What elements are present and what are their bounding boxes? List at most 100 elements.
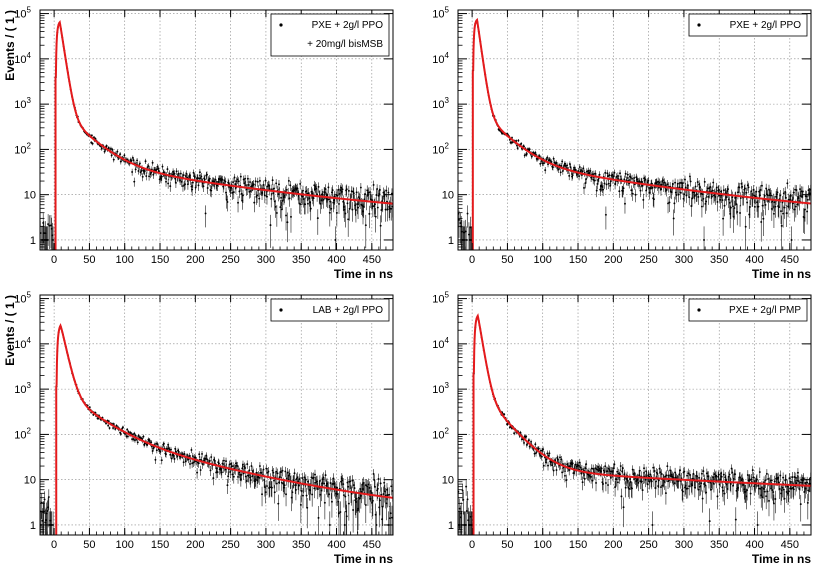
data-point — [275, 482, 278, 485]
data-point — [548, 452, 551, 455]
x-tick-label: 100 — [534, 254, 552, 266]
data-point — [701, 497, 704, 500]
data-point — [208, 459, 211, 462]
data-point — [620, 178, 623, 181]
data-point — [697, 488, 700, 491]
data-point — [786, 182, 789, 185]
data-point — [90, 134, 93, 137]
data-point — [330, 207, 333, 210]
data-point — [561, 160, 564, 163]
data-point — [799, 503, 802, 506]
data-point — [52, 524, 55, 526]
data-point — [256, 194, 259, 197]
data-point — [119, 433, 122, 435]
data-point — [739, 212, 741, 214]
data-point — [335, 193, 338, 196]
data-point — [734, 473, 737, 476]
x-tick-label: 100 — [534, 539, 552, 551]
data-point — [191, 188, 194, 191]
data-point — [677, 193, 680, 196]
data-point — [781, 201, 784, 204]
data-point — [346, 202, 349, 205]
data-point — [359, 186, 362, 189]
data-point — [137, 169, 140, 172]
data-point — [119, 153, 122, 156]
data-point — [134, 434, 137, 437]
data-point — [378, 499, 381, 502]
fit-curve — [472, 313, 811, 487]
x-tick-label: 50 — [83, 539, 95, 551]
x-tick-label: 250 — [221, 539, 239, 551]
data-point — [765, 495, 768, 498]
data-point — [93, 136, 95, 139]
data-point — [323, 482, 326, 485]
data-point — [675, 194, 678, 196]
data-point — [136, 159, 139, 162]
data-point — [352, 192, 355, 195]
data-point — [645, 189, 648, 192]
data-point — [595, 189, 598, 192]
legend-marker — [279, 23, 283, 27]
data-point — [327, 186, 330, 189]
data-point — [712, 181, 715, 184]
data-point — [746, 201, 749, 204]
data-point — [115, 424, 118, 427]
data-point — [603, 182, 606, 185]
data-point — [688, 175, 691, 178]
data-point — [232, 191, 235, 194]
x-tick-label: 350 — [292, 254, 310, 266]
data-point — [683, 193, 686, 196]
data-point — [328, 211, 331, 214]
data-point — [755, 190, 758, 193]
data-point — [662, 179, 665, 182]
data-point — [568, 174, 571, 177]
data-point — [591, 479, 594, 482]
data-point — [147, 165, 150, 167]
y-tick-label: 104 — [432, 51, 449, 66]
data-point — [280, 481, 283, 484]
data-point — [731, 471, 734, 474]
data-point — [390, 485, 393, 488]
data-point — [371, 499, 374, 502]
data-point — [262, 468, 265, 471]
data-point — [161, 165, 164, 168]
x-tick-label: 50 — [501, 539, 513, 551]
data-point — [255, 471, 258, 474]
data-point — [770, 194, 773, 197]
data-point — [623, 178, 626, 181]
data-point — [197, 184, 200, 187]
data-point — [141, 175, 144, 178]
data-point — [156, 443, 159, 446]
data-point — [244, 467, 247, 469]
data-point — [137, 434, 140, 437]
data-point — [292, 479, 295, 482]
data-point — [342, 494, 345, 497]
data-point — [694, 185, 697, 188]
data-point — [539, 162, 542, 165]
data-point — [685, 487, 688, 490]
data-point — [216, 471, 219, 474]
legend-entry: + 20mg/l bisMSB — [307, 39, 383, 50]
data-point — [792, 191, 795, 194]
data-point — [347, 502, 350, 505]
data-point — [539, 454, 542, 457]
data-point — [722, 489, 725, 492]
data-point — [728, 201, 731, 204]
data-point — [530, 440, 533, 443]
data-point — [758, 471, 761, 474]
data-point — [616, 481, 619, 484]
y-tick-label: 103 — [432, 381, 449, 396]
data-point — [341, 188, 344, 191]
data-point — [719, 198, 722, 201]
data-point — [348, 207, 351, 210]
data-point — [668, 201, 671, 204]
x-tick-label: 150 — [569, 539, 587, 551]
legend: LAB + 2g/l PPO — [270, 298, 390, 322]
data-point — [622, 187, 625, 190]
data-point — [580, 169, 583, 172]
x-tick-label: 200 — [186, 254, 204, 266]
x-tick-label: 150 — [151, 254, 169, 266]
x-tick-label: 0 — [469, 539, 475, 551]
data-point — [280, 196, 283, 199]
data-point — [290, 215, 292, 218]
